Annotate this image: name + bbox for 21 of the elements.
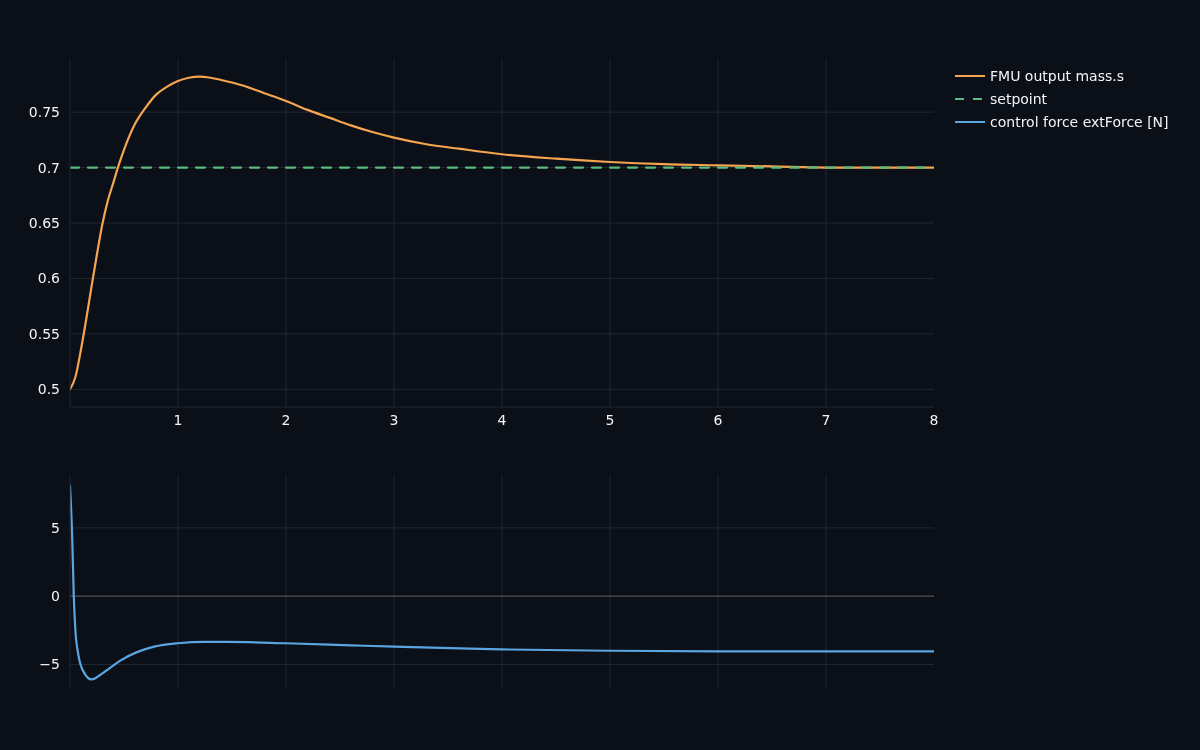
x-tick-label: 5: [605, 411, 615, 428]
legend-label: setpoint: [990, 90, 1048, 107]
y-tick-label: 0.75: [28, 104, 60, 121]
x-tick-label: 6: [713, 411, 723, 428]
y-tick-label: 5: [51, 519, 60, 536]
x-tick-label: 1: [173, 411, 183, 428]
y-tick-label: 0: [51, 588, 60, 605]
legend-label: FMU output mass.s: [990, 67, 1125, 84]
y-tick-label: −5: [39, 656, 60, 673]
x-tick-label: 3: [389, 411, 399, 428]
y-tick-label: 0.65: [28, 214, 60, 231]
x-tick-label: 7: [821, 411, 831, 428]
legend-label: control force extForce [N]: [990, 113, 1169, 130]
y-tick-label: 0.55: [28, 325, 60, 342]
line-series: [70, 75, 934, 391]
y-tick-label: 0.6: [37, 270, 61, 287]
y-tick-label: 0.5: [37, 381, 60, 398]
x-tick-label: 2: [281, 411, 291, 428]
y-tick-label: 0.7: [37, 159, 60, 176]
x-tick-label: 4: [497, 411, 507, 428]
x-tick-label: 8: [929, 411, 939, 428]
